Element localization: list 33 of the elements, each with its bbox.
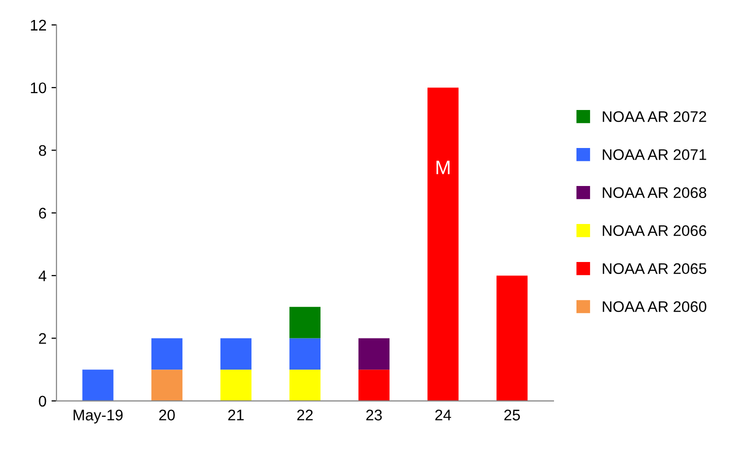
bar	[151, 370, 182, 401]
bar	[289, 370, 320, 401]
y-tick-label: 0	[38, 396, 46, 407]
x-tick-label: 20	[159, 410, 175, 420]
legend-label: NOAA AR 2060	[602, 301, 706, 312]
bar	[151, 338, 182, 370]
x-tick-label: 25	[504, 410, 520, 420]
bar	[82, 370, 114, 401]
bar	[496, 276, 528, 401]
x-tick-label: 21	[228, 410, 244, 420]
y-tick-label: 8	[38, 145, 46, 156]
y-tick-label: 2	[39, 333, 46, 344]
legend-label: NOAA AR 2066	[602, 225, 706, 236]
y-tick-label: 4	[38, 270, 46, 282]
bar	[289, 338, 320, 370]
y-tick-label: 6	[39, 208, 46, 219]
bar	[289, 306, 320, 338]
x-tick-label: 22	[297, 410, 313, 420]
legend-label: NOAA AR 2068	[602, 187, 706, 198]
bar	[220, 338, 252, 370]
y-tick-label: 12	[30, 20, 46, 30]
legend-label: NOAA AR 2072	[602, 111, 706, 122]
legend-label: NOAA AR 2071	[602, 149, 706, 160]
x-tick-label: May-19	[74, 410, 123, 424]
annotation: M	[436, 160, 450, 174]
bar	[358, 370, 390, 401]
bar	[358, 338, 390, 370]
bar	[427, 88, 459, 401]
bar	[220, 370, 252, 401]
y-tick-label: 10	[30, 82, 46, 94]
x-tick-label: 24	[435, 410, 452, 420]
x-tick-label: 23	[366, 410, 382, 420]
legend-label: NOAA AR 2065	[602, 263, 706, 274]
